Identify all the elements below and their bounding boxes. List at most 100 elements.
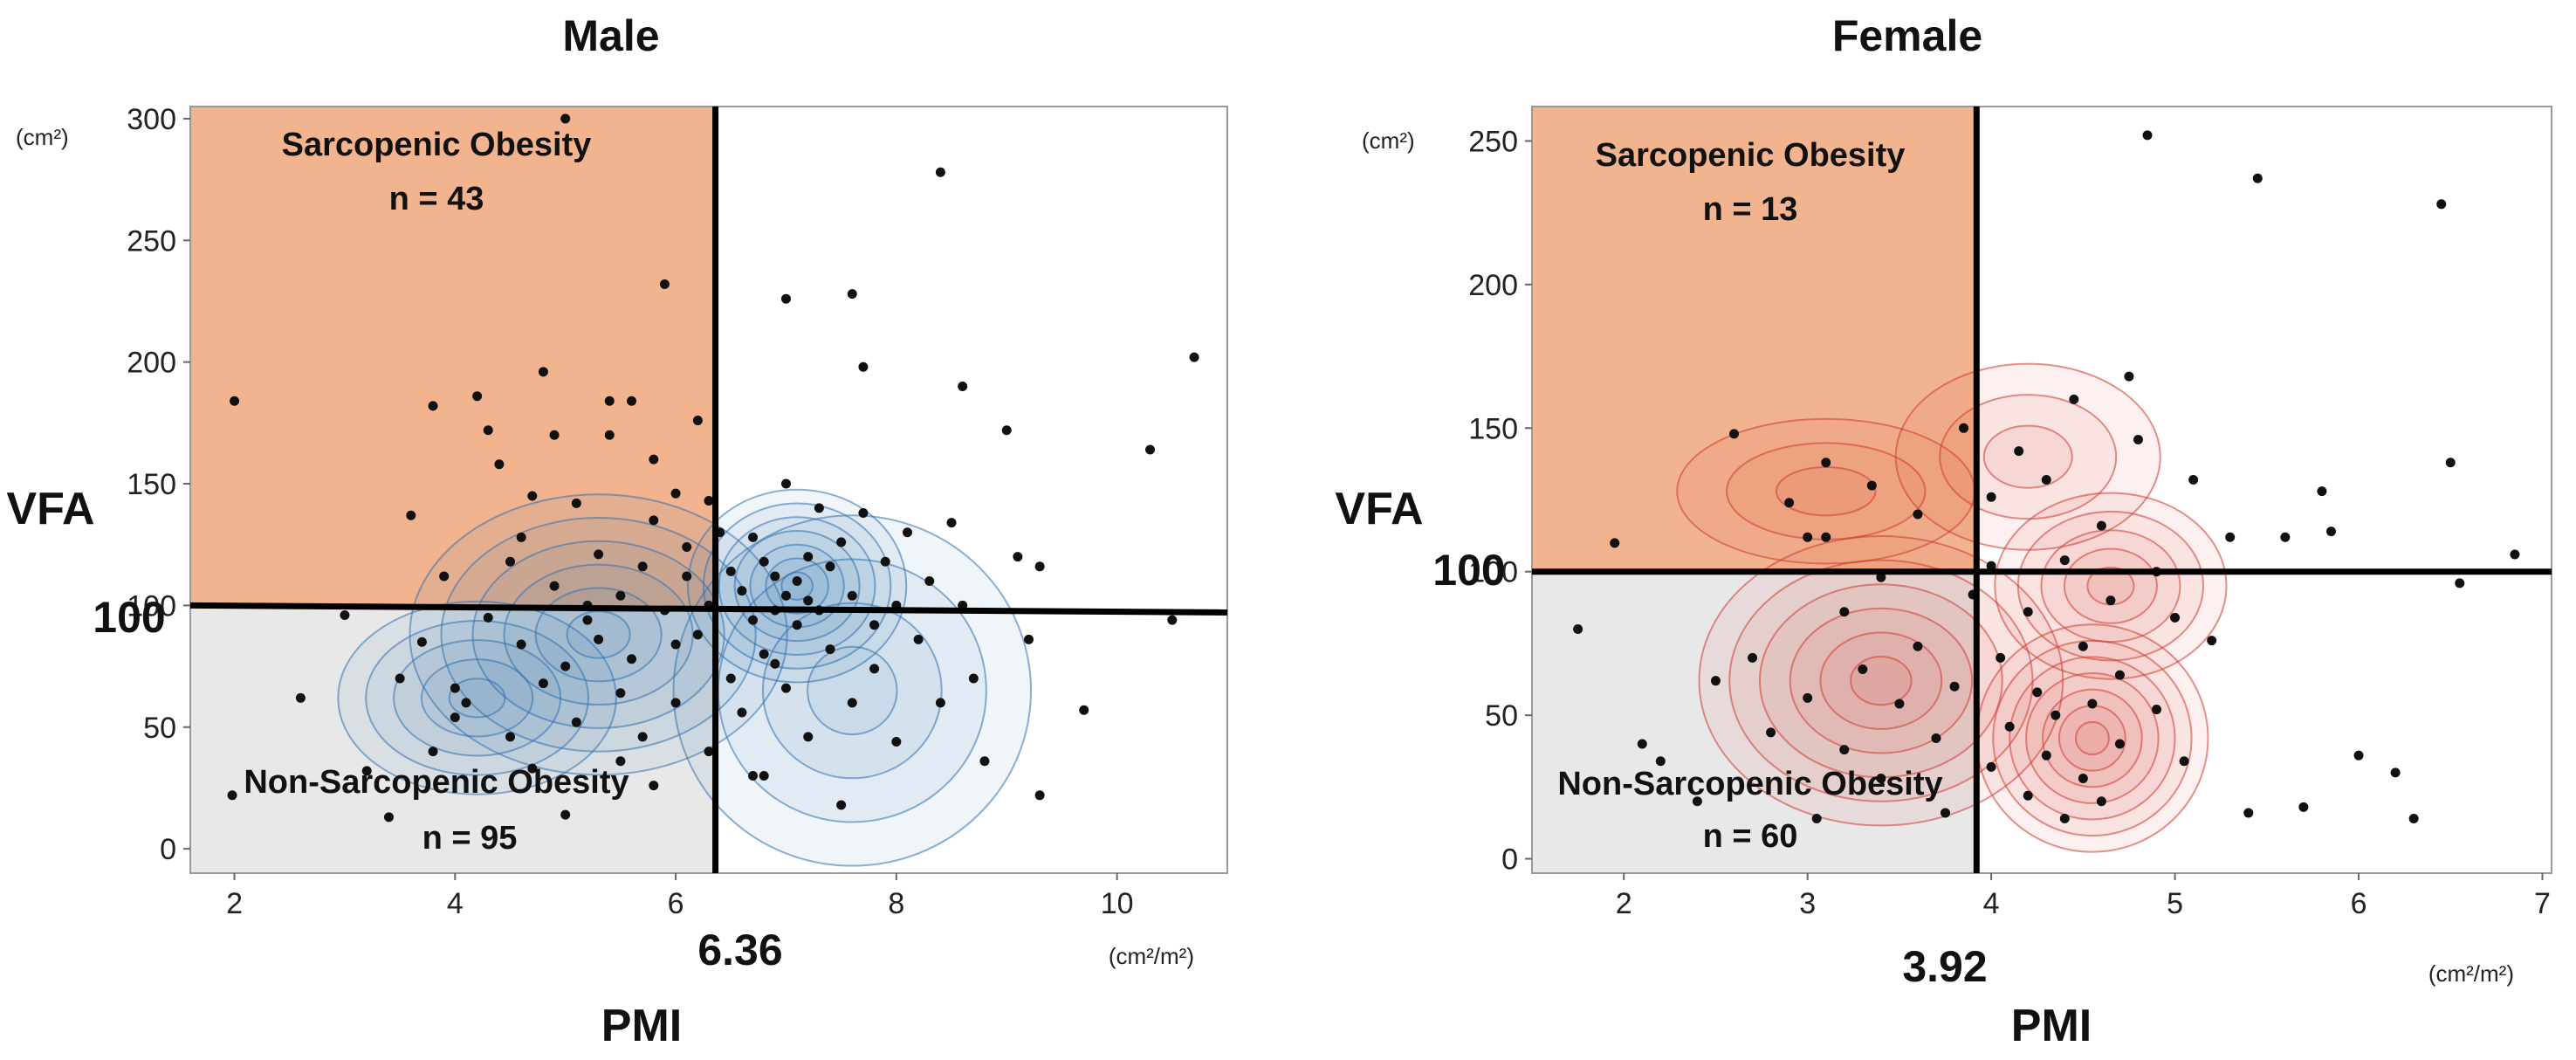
male-pmi-threshold-label: 6.36 [697, 926, 782, 974]
y-tick-label: 150 [1468, 412, 1518, 445]
density-contour [1819, 631, 1943, 730]
data-point [395, 673, 405, 684]
data-point [594, 549, 604, 560]
data-point [2078, 641, 2088, 651]
data-point [2280, 532, 2291, 542]
data-point [2023, 607, 2033, 617]
data-point [505, 556, 516, 567]
male-scatter-points [227, 114, 1199, 823]
data-point [2114, 670, 2125, 680]
data-point [2032, 687, 2043, 698]
data-point [1986, 761, 1996, 772]
male-non-sarcopenic-obesity-region [191, 605, 716, 872]
data-point [227, 790, 237, 801]
data-point [538, 678, 548, 689]
male-non-sarcopenic-obesity-title: Non-Sarcopenic Obesity [244, 764, 629, 801]
data-point [416, 637, 427, 647]
female-y-axis-label: VFA [1335, 484, 1423, 534]
data-point [1167, 615, 1178, 625]
female-sarcopenic-obesity-count: n = 13 [1703, 191, 1798, 228]
data-point [505, 732, 516, 742]
data-point [770, 658, 780, 669]
x-tick-label: 3 [1799, 887, 1816, 920]
data-point [1803, 692, 1813, 703]
data-point [880, 556, 890, 567]
data-point [1941, 808, 1951, 818]
data-point [2004, 721, 2015, 732]
y-tick-label: 0 [1501, 843, 1518, 877]
data-point [780, 683, 791, 693]
data-point [2436, 199, 2447, 210]
density-contour [718, 516, 876, 656]
male-y-unit: (cm²) [16, 124, 69, 150]
data-point [2390, 767, 2401, 778]
data-point [2445, 458, 2456, 468]
data-point [582, 615, 593, 625]
data-point [869, 664, 880, 674]
data-point [1784, 498, 1795, 508]
data-point [461, 698, 471, 708]
y-tick-label: 250 [1468, 125, 1518, 158]
density-contour [471, 540, 725, 729]
y-tick-label: 50 [143, 712, 176, 745]
y-tick-label: 0 [160, 833, 176, 866]
data-point [1573, 623, 1583, 634]
data-point [725, 566, 736, 576]
data-point [847, 698, 857, 708]
data-point [803, 595, 814, 606]
data-point [825, 561, 835, 572]
y-tick-label: 100 [127, 589, 176, 623]
data-point [2252, 173, 2263, 183]
data-point [615, 590, 626, 601]
data-point [1821, 532, 1831, 542]
data-point [637, 561, 648, 572]
data-point [670, 488, 681, 499]
data-point [2096, 520, 2106, 531]
density-contour [566, 610, 631, 659]
data-point [560, 114, 571, 124]
data-point [494, 459, 505, 470]
data-point [1034, 561, 1045, 572]
male-panel: Male 0 50 100 150 200 250 300 2 4 6 8 10 (cm²) (cm… [6, 11, 1228, 1051]
data-point [615, 756, 626, 767]
density-contour [365, 620, 589, 776]
data-point [725, 673, 736, 684]
density-contour [440, 517, 757, 753]
data-point [1001, 425, 1012, 436]
data-point [2050, 710, 2061, 720]
data-point [780, 478, 791, 489]
data-point [450, 712, 460, 723]
data-point [649, 454, 659, 465]
data-point [770, 571, 780, 582]
data-point [483, 425, 493, 436]
data-point [1839, 607, 1850, 617]
female-sarcopenic-obesity-region [1533, 107, 1977, 572]
data-point [428, 747, 438, 757]
data-point [571, 717, 581, 727]
density-contour [2009, 656, 2176, 821]
female-vfa-threshold-label: 100 [1432, 546, 1505, 595]
data-point [2317, 486, 2327, 497]
data-point [924, 576, 935, 587]
female-non-sarcopenic-obesity-count: n = 60 [1703, 818, 1798, 855]
data-point [383, 812, 394, 823]
data-point [1986, 561, 1996, 571]
data-point [483, 612, 493, 623]
data-point [780, 293, 791, 304]
density-contour [337, 600, 617, 795]
data-point [2087, 699, 2098, 709]
data-point [340, 610, 350, 621]
data-point [748, 532, 759, 542]
data-point [1811, 814, 1822, 824]
data-point [2510, 549, 2520, 560]
data-point [295, 692, 306, 703]
density-contour [420, 658, 534, 738]
data-point [1858, 664, 1868, 675]
data-point [847, 289, 857, 299]
data-point [428, 401, 438, 411]
data-point [692, 630, 703, 640]
data-point [2408, 814, 2419, 824]
data-point [1894, 699, 1905, 709]
female-title: Female [1832, 11, 1982, 60]
